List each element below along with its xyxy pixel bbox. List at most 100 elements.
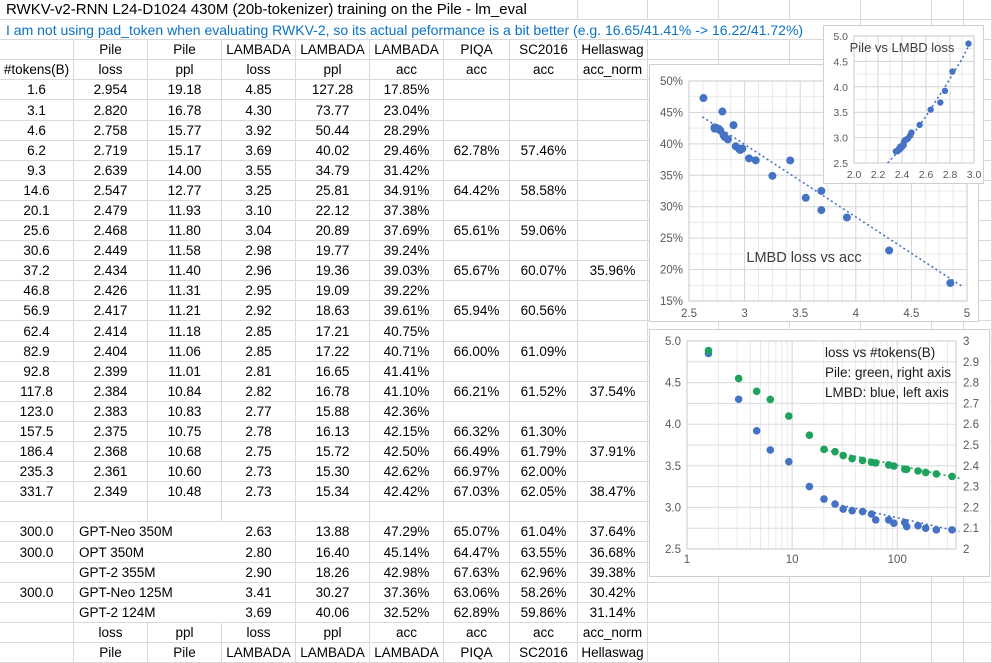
sheet-cell[interactable]: 42.62% (370, 462, 444, 482)
sheet-cell[interactable]: 2.479 (74, 201, 148, 221)
sheet-cell[interactable]: 10.83 (148, 402, 222, 422)
sheet-cell[interactable]: 56.9 (0, 301, 74, 321)
sheet-cell[interactable]: 2.434 (74, 261, 148, 281)
sheet-cell[interactable]: 117.8 (0, 382, 74, 402)
sheet-cell[interactable]: 235.3 (0, 462, 74, 482)
sheet-cell[interactable]: 11.06 (148, 342, 222, 362)
sheet-cell[interactable]: 63.55% (510, 542, 578, 563)
sheet-cell[interactable] (444, 321, 510, 342)
sheet-cell[interactable]: 2.77 (222, 402, 296, 422)
sheet-cell[interactable] (444, 161, 510, 181)
sheet-cell[interactable]: acc_norm (578, 623, 648, 643)
sheet-cell[interactable] (578, 422, 648, 442)
sheet-cell[interactable]: 3.69 (222, 141, 296, 161)
sheet-cell[interactable]: 41.10% (370, 382, 444, 402)
sheet-cell[interactable] (444, 362, 510, 382)
model-name-cell[interactable]: OPT 350M (76, 542, 223, 562)
sheet-cell[interactable]: 19.36 (296, 261, 370, 281)
sheet-cell[interactable]: 66.97% (444, 462, 510, 482)
sheet-cell[interactable]: 10.68 (148, 442, 222, 462)
sheet-cell[interactable] (444, 100, 510, 121)
sheet-cell[interactable] (578, 0, 648, 20)
sheet-cell[interactable]: 50.44 (296, 121, 370, 141)
sheet-cell[interactable]: 60.07% (510, 261, 578, 281)
sheet-cell[interactable]: 62.00% (510, 462, 578, 482)
sheet-cell[interactable]: 37.38% (370, 201, 444, 221)
sheet-cell[interactable]: 73.77 (296, 100, 370, 121)
sheet-cell[interactable]: 42.50% (370, 442, 444, 462)
sheet-cell[interactable]: 67.03% (444, 482, 510, 502)
sheet-cell[interactable]: 47.29% (370, 522, 444, 542)
sheet-cell[interactable]: 20.89 (296, 221, 370, 241)
sheet-cell[interactable]: 40.02 (296, 141, 370, 161)
sheet-cell[interactable]: 2.78 (222, 422, 296, 442)
sheet-cell[interactable]: ppl (296, 60, 370, 80)
sheet-cell[interactable] (932, 643, 964, 663)
sheet-cell[interactable] (0, 623, 74, 643)
sheet-cell[interactable]: loss (222, 60, 296, 80)
sheet-cell[interactable]: 123.0 (0, 402, 74, 422)
sheet-cell[interactable]: 39.03% (370, 261, 444, 281)
sheet-cell[interactable] (648, 583, 719, 603)
sheet-cell[interactable]: 2.468 (74, 221, 148, 241)
sheet-cell[interactable]: loss (74, 623, 148, 643)
sheet-cell[interactable]: acc (510, 60, 578, 80)
sheet-cell[interactable]: 37.91% (578, 442, 648, 462)
sheet-cell[interactable]: 11.93 (148, 201, 222, 221)
sheet-cell[interactable]: PIQA (444, 40, 510, 60)
sheet-cell[interactable] (648, 40, 719, 60)
sheet-cell[interactable]: 16.78 (148, 100, 222, 121)
sheet-cell[interactable]: 2.368 (74, 442, 148, 462)
sheet-cell[interactable]: 2.820 (74, 100, 148, 121)
sheet-cell[interactable]: 37.36% (370, 583, 444, 603)
sheet-cell[interactable]: ppl (148, 623, 222, 643)
sheet-cell[interactable]: 2.383 (74, 402, 148, 422)
sheet-cell[interactable]: 20.1 (0, 201, 74, 221)
sheet-cell[interactable]: 61.09% (510, 342, 578, 362)
sheet-cell[interactable]: 10.75 (148, 422, 222, 442)
sheet-cell[interactable] (648, 643, 719, 663)
sheet-cell[interactable]: 11.21 (148, 301, 222, 321)
sheet-cell[interactable]: 17.21 (296, 321, 370, 342)
sheet-cell[interactable]: 66.00% (444, 342, 510, 362)
sheet-cell[interactable]: ppl (148, 60, 222, 80)
sheet-cell[interactable]: 2.547 (74, 181, 148, 201)
sheet-cell[interactable]: 31.42% (370, 161, 444, 181)
sheet-cell[interactable] (719, 603, 790, 623)
sheet-cell[interactable]: 45.14% (370, 542, 444, 563)
sheet-cell[interactable]: 2.349 (74, 482, 148, 502)
sheet-cell[interactable]: 65.07% (444, 522, 510, 542)
sheet-cell[interactable]: 11.18 (148, 321, 222, 342)
sheet-cell[interactable] (719, 643, 790, 663)
chart-loss-vs-tokens[interactable]: 1 10 100 2.5 3.0 3.5 4.0 4.5 5.0 2 2.1 2.2 2.3 2.4 2.5… (649, 329, 990, 577)
sheet-cell[interactable] (0, 40, 74, 60)
sheet-cell[interactable]: 58.58% (510, 181, 578, 201)
sheet-cell[interactable] (578, 100, 648, 121)
sheet-cell[interactable]: Pile (74, 643, 148, 663)
sheet-cell[interactable] (578, 80, 648, 100)
sheet-cell[interactable]: 4.6 (0, 121, 74, 141)
sheet-cell[interactable]: 67.63% (444, 563, 510, 583)
sheet-cell[interactable]: 32.52% (370, 603, 444, 623)
sheet-cell[interactable]: 65.94% (444, 301, 510, 321)
sheet-cell[interactable] (578, 301, 648, 321)
sheet-cell[interactable]: 10.60 (148, 462, 222, 482)
sheet-cell[interactable]: 58.26% (510, 583, 578, 603)
sheet-cell[interactable]: 41.41% (370, 362, 444, 382)
sheet-cell[interactable]: 16.65 (296, 362, 370, 382)
sheet-cell[interactable] (964, 0, 992, 20)
sheet-cell[interactable] (648, 623, 719, 643)
sheet-cell[interactable] (932, 623, 964, 643)
sheet-cell[interactable] (510, 281, 578, 301)
sheet-cell[interactable]: 2.80 (222, 542, 296, 563)
sheet-cell[interactable]: Pile (74, 40, 148, 60)
sheet-cell[interactable] (74, 502, 148, 522)
sheet-cell[interactable]: 19.77 (296, 241, 370, 261)
sheet-cell[interactable]: 42.42% (370, 482, 444, 502)
sheet-cell[interactable] (861, 603, 932, 623)
sheet-cell[interactable] (648, 603, 719, 623)
sheet-cell[interactable] (932, 0, 964, 20)
sheet-cell[interactable]: 64.47% (444, 542, 510, 563)
sheet-cell[interactable]: 11.58 (148, 241, 222, 261)
sheet-cell[interactable]: 30.6 (0, 241, 74, 261)
